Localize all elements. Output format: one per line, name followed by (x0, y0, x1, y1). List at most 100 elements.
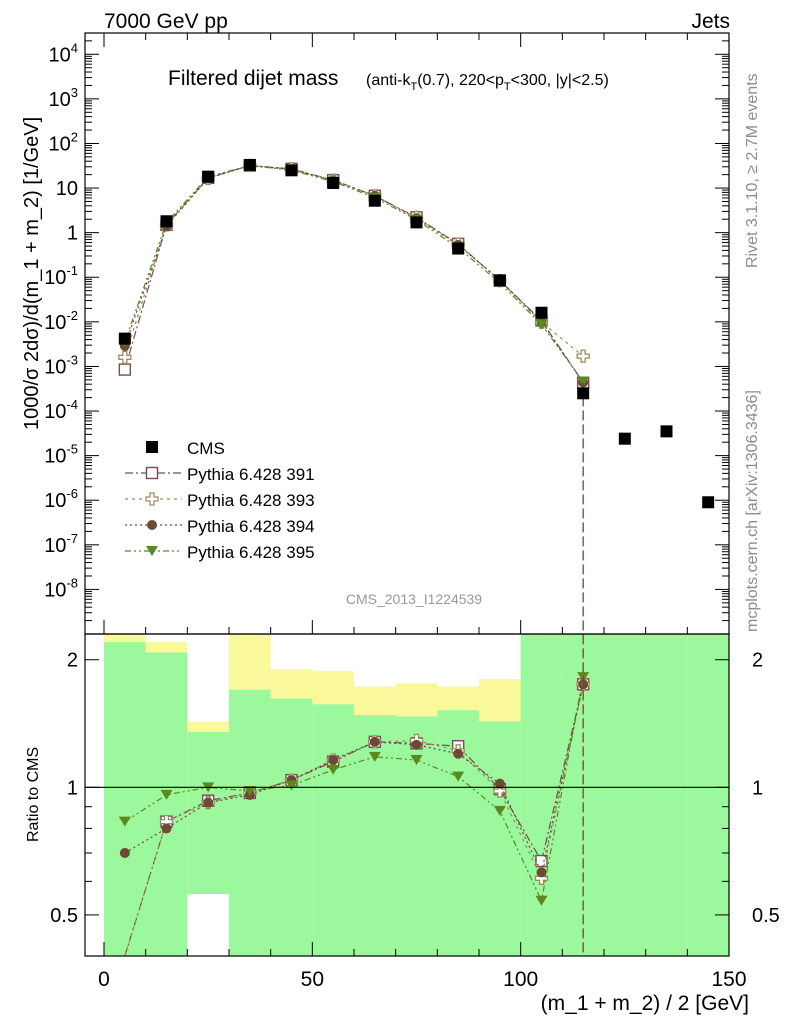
y-tick-label: 10-5 (44, 442, 78, 468)
y-tick-label: 10-4 (44, 397, 78, 423)
marker-open-cross (493, 784, 507, 798)
marker-filled-square (493, 274, 506, 287)
ratio-uncertainty-bands (104, 634, 729, 956)
marker-filled-circle (369, 736, 380, 747)
marker-open-square (118, 363, 132, 376)
ratio-band-inner (520, 634, 563, 956)
marker-filled-triangle (285, 780, 298, 791)
process-label: 7000 GeV pp (104, 10, 228, 33)
category-label: Jets (691, 10, 730, 33)
marker-filled-triangle (160, 789, 173, 800)
marker-filled-triangle (243, 786, 256, 797)
axes: 0 50 100 15010410310210110-110-210-310-410-… (44, 32, 780, 991)
x-tick-label: 50 (301, 968, 324, 991)
marker-filled-square (285, 164, 298, 177)
ratio-line (124, 684, 584, 957)
y-axis-label: 1000/σ 2dσ)/d(m_1 + m_2) [1/GeV] (21, 117, 43, 430)
y-tick-label: 10-6 (44, 486, 78, 512)
y-tick-label: 1 (67, 223, 78, 245)
marker-filled-circle (411, 739, 422, 750)
marker-filled-triangle (327, 764, 340, 775)
marker-filled-triangle (535, 895, 548, 906)
marker-filled-triangle (146, 546, 158, 556)
ratio-band-inner (312, 704, 354, 956)
main-plot-frame (84, 32, 730, 635)
marker-filled-triangle (118, 816, 131, 827)
legend: CMS Pythia 6.428 391 Pythia 6.428 393 Pythi… (125, 439, 315, 562)
y-tick-label: 10-3 (44, 352, 78, 378)
marker-filled-square (535, 306, 548, 319)
chart-marks (118, 158, 715, 957)
marker-filled-square (202, 170, 215, 183)
marker-filled-triangle (368, 751, 381, 762)
legend-label: Pythia 6.428 391 (187, 465, 315, 484)
marker-filled-square (452, 242, 465, 255)
ratio-tick-label: 2 (752, 650, 763, 672)
marker-filled-square (702, 496, 715, 509)
ratio-band-inner (229, 689, 271, 956)
ratio-band-inner (187, 732, 229, 895)
marker-filled-circle (453, 748, 464, 759)
y-tick-label: 10-7 (44, 531, 78, 557)
series-line (124, 164, 584, 384)
x-tick-label: 0 (98, 968, 110, 991)
marker-open-cross (118, 350, 132, 364)
y-tick-label: 10-8 (44, 575, 78, 601)
ratio-tick-label: 1 (752, 777, 763, 799)
legend-label: Pythia 6.428 394 (187, 517, 315, 536)
ratio-band-inner (479, 721, 521, 956)
x-tick-label: 100 (503, 968, 538, 991)
ratio-band-inner (354, 715, 396, 956)
chart-subtitle: (anti-kT(0.7), 220<pT<300, |y|<2.5) (366, 72, 609, 93)
y-tick-label: 103 (49, 85, 78, 111)
ratio-band-gap (187, 894, 229, 956)
marker-filled-circle (203, 797, 214, 808)
x-tick-label: 150 (711, 968, 746, 991)
ratio-line (124, 676, 584, 903)
marker-filled-circle (147, 520, 157, 530)
y-tick-label: 102 (49, 129, 78, 155)
legend-label: Pythia 6.428 393 (187, 491, 315, 510)
ratio-plot-frame (84, 633, 730, 957)
series-line (124, 164, 584, 382)
marker-filled-triangle (535, 319, 548, 330)
marker-filled-triangle (493, 805, 506, 816)
ratio-band-inner (687, 634, 729, 956)
marker-filled-square (660, 425, 673, 438)
marker-filled-circle (328, 755, 339, 766)
legend-label: CMS (187, 439, 225, 458)
marker-open-cross (576, 349, 590, 363)
marker-filled-circle (536, 867, 547, 878)
series-line (124, 164, 584, 358)
ratio-tick-label: 2 (67, 650, 78, 672)
marker-filled-square (146, 441, 158, 453)
ratio-band-inner (395, 716, 438, 956)
ratio-band-inner (270, 698, 313, 956)
marker-open-square (145, 466, 159, 480)
ratio-tick-label: 1 (67, 777, 78, 799)
marker-filled-square (160, 215, 173, 228)
legend-label: Pythia 6.428 395 (187, 543, 315, 562)
ratio-band-inner (104, 642, 146, 956)
ratio-tick-label: 0.5 (50, 905, 78, 927)
y-tick-label: 104 (49, 40, 78, 66)
y-tick-label: 10-1 (44, 263, 78, 289)
ratio-tick-label: 0.5 (752, 905, 780, 927)
x-axis-label: (m_1 + m_2) / 2 [GeV] (541, 992, 749, 1015)
marker-filled-circle (161, 823, 172, 834)
y-tick-label: 10 (56, 178, 78, 200)
marker-filled-square (327, 176, 340, 189)
y-tick-label: 10-2 (44, 308, 78, 334)
ratio-band-inner (145, 652, 188, 956)
marker-filled-square (368, 194, 381, 207)
marker-filled-triangle (452, 771, 465, 782)
marker-filled-triangle (410, 755, 423, 766)
marker-filled-square (618, 432, 631, 445)
ratio-band-inner (645, 634, 688, 956)
marker-open-cross (145, 492, 159, 506)
series-line (124, 164, 584, 383)
marker-filled-square (243, 158, 256, 171)
ratio-y-axis-label: Ratio to CMS (25, 747, 42, 842)
watermark: CMS_2013_I1224539 (346, 591, 482, 607)
